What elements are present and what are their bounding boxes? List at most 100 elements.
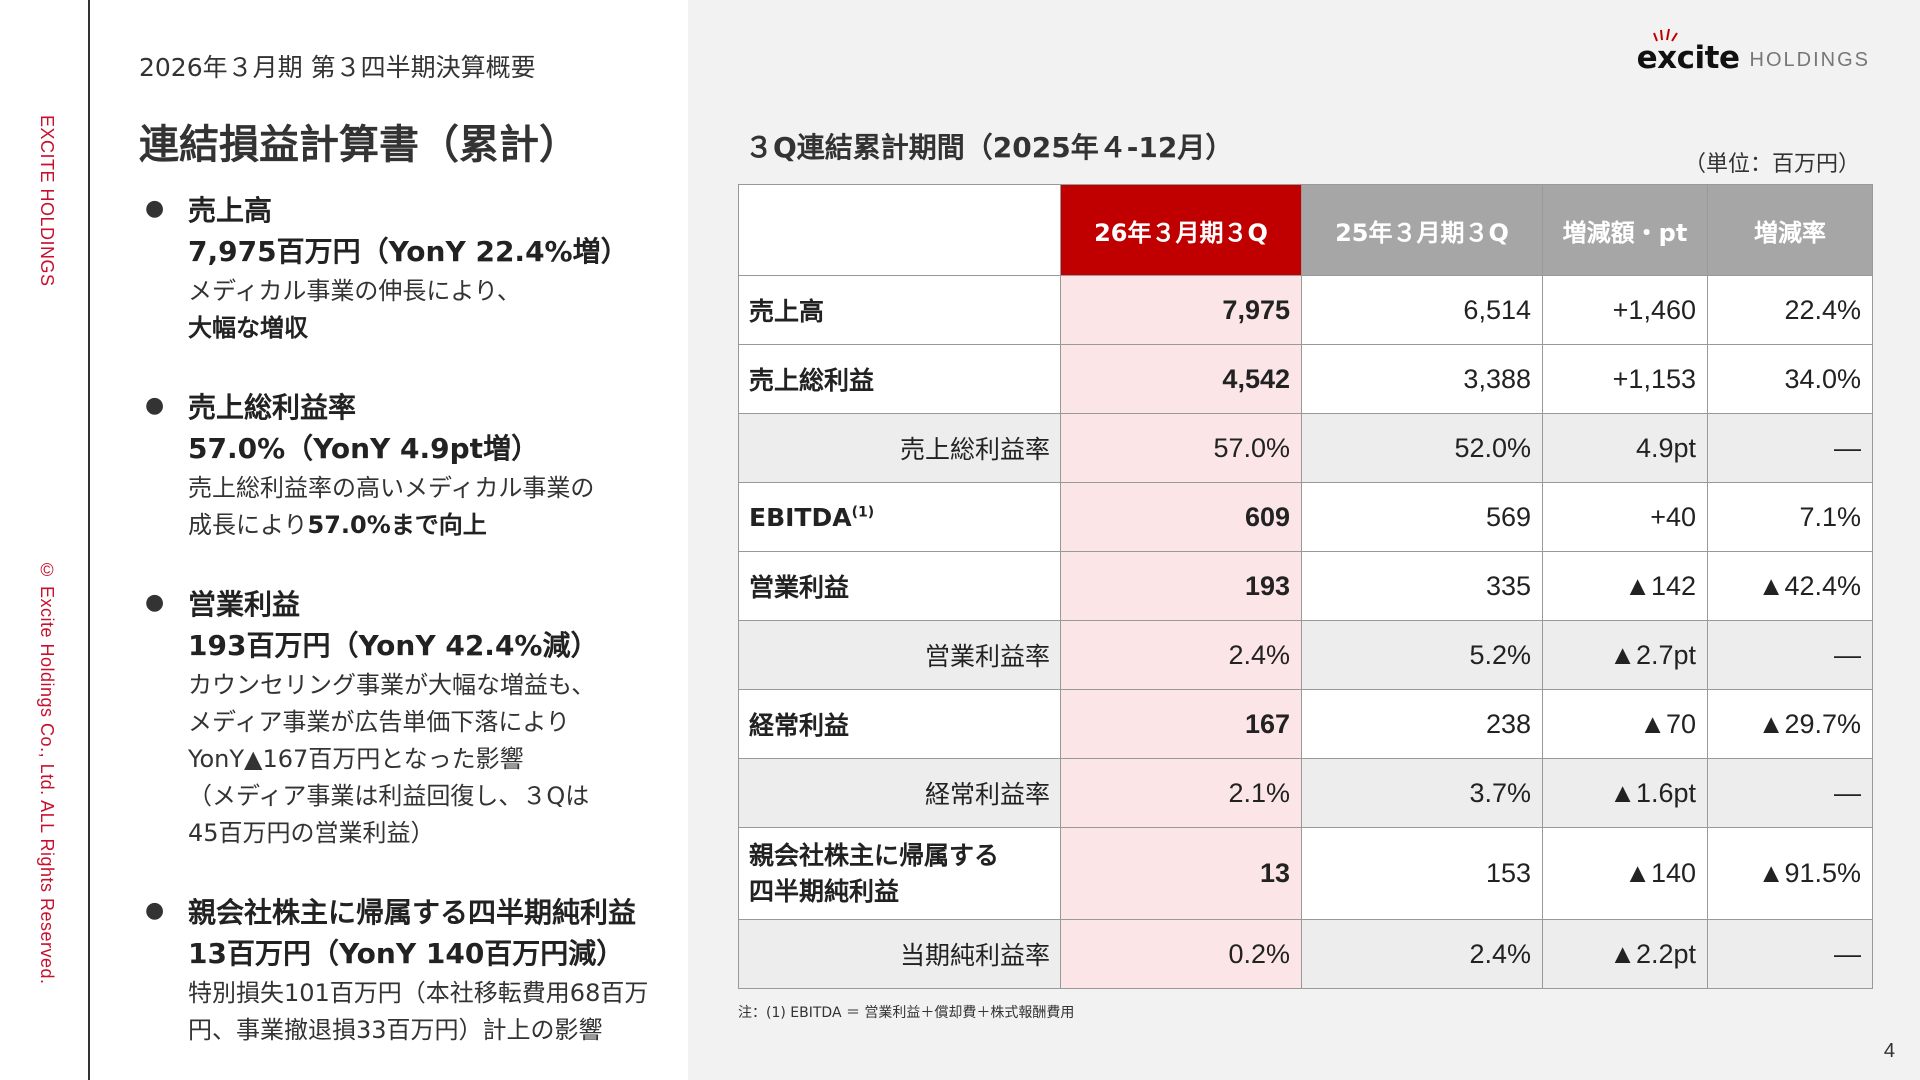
bullet-body-text: 成長により [188,511,308,539]
cell-current: 57.0% [1060,413,1302,483]
bullet-body: （メディア事業は利益回復し、３Qは [188,782,590,810]
header-change: 増減額・pt [1542,184,1708,276]
row-label-line: 四半期純利益 [749,876,900,906]
bullet-head: 営業利益 [188,588,301,621]
cell-change: 4.9pt [1542,413,1708,483]
cell-change: +1,153 [1542,344,1708,414]
cell-rate: ― [1707,620,1873,690]
cell-current: 609 [1060,482,1302,552]
cell-current: 7,975 [1060,275,1302,345]
row-label: 経常利益率 [738,758,1061,828]
summary-bullets: ● 売上高 7,975百万円（YonY 22.4%増） メディカル事業の伸長によ… [145,190,690,1080]
bullet-sub: 193百万円（YonY 42.4%減） [188,629,599,662]
bullet-body: 成長により57.0%まで向上 [188,507,690,544]
cell-prior: 335 [1301,551,1543,621]
row-label: 営業利益 [738,551,1061,621]
row-label-line: 親会社株主に帰属する [749,840,1000,870]
bullet-body: カウンセリング事業が大幅な増益も、 [188,671,596,699]
logo-wordmark: excite [1637,28,1740,76]
cell-change: +1,460 [1542,275,1708,345]
row-label: 営業利益率 [738,620,1061,690]
bullet-head: 売上総利益率 [188,391,357,424]
bullet-operating-income: ● 営業利益 193百万円（YonY 42.4%減） カウンセリング事業が大幅な… [145,584,690,852]
bullet-dot-icon: ● [145,196,165,221]
bullet-body: 円、事業撤退損33百万円）計上の影響 [188,1016,603,1044]
bullet-body: 大幅な増収 [188,310,690,347]
bullet-sub: 7,975百万円（YonY 22.4%増） [188,235,629,268]
bullet-head: 売上高 [188,194,273,227]
bullet-body: 特別損失101百万円（本社移転費用68百万 [188,979,649,1007]
cell-current: 167 [1060,689,1302,759]
bullet-body: メディカル事業の伸長により、 [188,277,521,305]
unit-label: （単位：百万円） [1683,152,1860,177]
cell-current: 4,542 [1060,344,1302,414]
row-label: 売上総利益 [738,344,1061,414]
cell-prior: 52.0% [1301,413,1543,483]
footnote: 注：(1) EBITDA ＝ 営業利益＋償却費＋株式報酬費用 [738,1005,1075,1021]
header-current-period: 26年３月期３Q [1060,184,1302,276]
income-statement-table: 26年３月期３Q 25年３月期３Q 増減額・pt 増減率 売上高 7,975 6… [738,184,1873,989]
cell-rate: 22.4% [1707,275,1873,345]
cell-current: 13 [1060,827,1302,920]
table-row: 経常利益率 2.1% 3.7% ▲1.6pt ― [738,758,1873,828]
cell-rate: ▲91.5% [1707,827,1873,920]
bullet-sub: 13百万円（YonY 140百万円減） [188,937,625,970]
bullet-body: 45百万円の営業利益） [188,819,435,847]
cell-rate: ― [1707,919,1873,989]
bullet-head: 親会社株主に帰属する四半期純利益 [188,896,637,929]
side-copyright-text: © Excite Holdings Co., Ltd. ALL Rights R… [37,560,57,985]
header-prior-period: 25年３月期３Q [1301,184,1543,276]
cell-change: ▲1.6pt [1542,758,1708,828]
cell-rate: ― [1707,413,1873,483]
cell-prior: 153 [1301,827,1543,920]
bullet-body-bold: 大幅な増収 [188,314,308,342]
bullet-sub: 57.0%（YonY 4.9pt増） [188,432,540,465]
cell-rate: ▲29.7% [1707,689,1873,759]
cell-current: 0.2% [1060,919,1302,989]
cell-prior: 3.7% [1301,758,1543,828]
bullet-dot-icon: ● [145,393,165,418]
table-row: 当期純利益率 0.2% 2.4% ▲2.2pt ― [738,919,1873,989]
side-brand-text: EXCITE HOLDINGS [37,115,57,287]
header-blank [738,184,1061,276]
table-row: 営業利益率 2.4% 5.2% ▲2.7pt ― [738,620,1873,690]
cell-prior: 2.4% [1301,919,1543,989]
bullet-body: YonY▲167百万円となった影響 [188,745,524,773]
company-logo: excite HOLDINGS [1637,28,1870,76]
bullet-body: メディア事業が広告単価下落により [188,708,570,736]
bullet-body: 売上総利益率の高いメディカル事業の [188,474,595,502]
row-label: 売上高 [738,275,1061,345]
row-label-text: EBITDA [749,502,852,532]
table-row: EBITDA(1) 609 569 +40 7.1% [738,482,1873,552]
table-row: 売上高 7,975 6,514 +1,460 22.4% [738,275,1873,345]
cell-prior: 5.2% [1301,620,1543,690]
cell-prior: 569 [1301,482,1543,552]
cell-change: ▲70 [1542,689,1708,759]
table-row: 売上総利益 4,542 3,388 +1,153 34.0% [738,344,1873,414]
table-row: 営業利益 193 335 ▲142 ▲42.4% [738,551,1873,621]
row-label: 売上総利益率 [738,413,1061,483]
row-label: 親会社株主に帰属する 四半期純利益 [738,827,1061,920]
cell-change: +40 [1542,482,1708,552]
row-label: 経常利益 [738,689,1061,759]
bullet-net-income: ● 親会社株主に帰属する四半期純利益 13百万円（YonY 140百万円減） 特… [145,892,690,1049]
table-row: 経常利益 167 238 ▲70 ▲29.7% [738,689,1873,759]
row-label: EBITDA(1) [738,482,1061,552]
bullet-dot-icon: ● [145,898,165,923]
footnote-marker: (1) [851,504,875,521]
table-header-row: 26年３月期３Q 25年３月期３Q 増減額・pt 増減率 [738,184,1873,276]
bullet-gross-margin: ● 売上総利益率 57.0%（YonY 4.9pt増） 売上総利益率の高いメディ… [145,387,690,544]
side-divider [88,0,90,1080]
bullet-body-bold: 57.0%まで向上 [307,511,487,539]
page-title: 連結損益計算書（累計） [139,122,579,168]
row-label: 当期純利益率 [738,919,1061,989]
bullet-sales: ● 売上高 7,975百万円（YonY 22.4%増） メディカル事業の伸長によ… [145,190,690,347]
cell-rate: 34.0% [1707,344,1873,414]
cell-prior: 3,388 [1301,344,1543,414]
cell-rate: 7.1% [1707,482,1873,552]
cell-change: ▲142 [1542,551,1708,621]
table-row: 売上総利益率 57.0% 52.0% 4.9pt ― [738,413,1873,483]
logo-sub-text: HOLDINGS [1749,49,1870,71]
cell-prior: 6,514 [1301,275,1543,345]
side-band [0,0,90,1080]
